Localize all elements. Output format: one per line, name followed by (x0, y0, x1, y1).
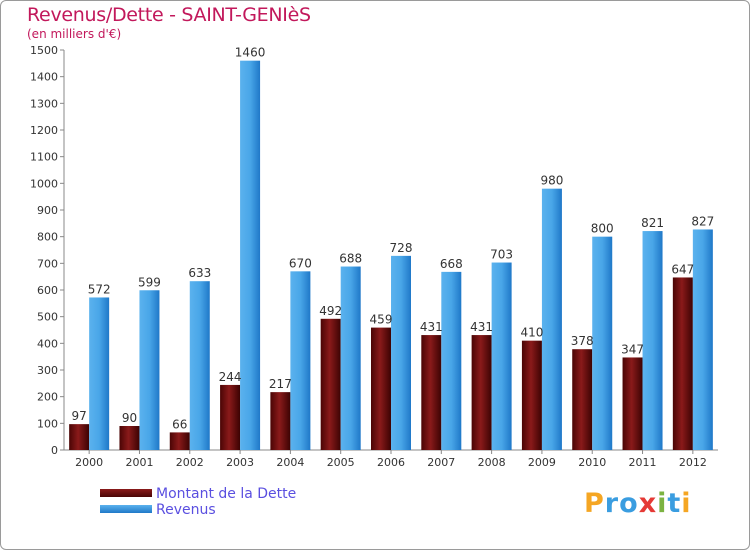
y-tick-label: 200 (37, 391, 58, 404)
x-tick-label: 2000 (75, 456, 103, 469)
data-label-revenue: 827 (691, 214, 714, 228)
y-tick-label: 700 (37, 257, 58, 270)
bar-debt (572, 349, 593, 450)
y-tick-label: 1000 (30, 177, 58, 190)
bar-revenue (189, 281, 210, 450)
bar-debt (471, 335, 492, 450)
data-label-revenue: 572 (88, 282, 111, 296)
x-tick-label: 2005 (327, 456, 355, 469)
data-label-revenue: 728 (390, 241, 413, 255)
data-label-debt: 66 (172, 417, 187, 431)
x-tick-label: 2009 (528, 456, 556, 469)
bar-debt (421, 335, 442, 450)
data-label-revenue: 688 (339, 252, 362, 266)
data-label-debt: 97 (72, 409, 87, 423)
x-tick-label: 2001 (125, 456, 153, 469)
data-label-revenue: 821 (641, 216, 664, 230)
proxiti-logo: Proxiti (584, 488, 692, 519)
bar-revenue (592, 236, 613, 450)
y-tick-label: 1300 (30, 97, 58, 110)
bar-debt (270, 392, 291, 450)
bar-revenue (692, 229, 713, 450)
data-label-debt: 347 (621, 342, 644, 356)
bar-revenue (340, 266, 361, 450)
y-tick-label: 1100 (30, 151, 58, 164)
bar-debt (69, 424, 90, 450)
data-label-debt: 647 (671, 262, 694, 276)
x-tick-label: 2004 (276, 456, 304, 469)
legend-swatch-revenue (100, 505, 152, 513)
x-tick-label: 2002 (176, 456, 204, 469)
y-tick-label: 800 (37, 231, 58, 244)
bar-revenue (491, 262, 512, 450)
y-tick-label: 1200 (30, 124, 58, 137)
legend-swatch-debt (100, 489, 152, 497)
bar-revenue (391, 255, 411, 450)
logo-letter: x (638, 488, 658, 519)
chart-title: Revenus/Dette - SAINT-GENIèS (27, 4, 311, 26)
bar-debt (672, 277, 693, 450)
logo-letter: t (667, 488, 682, 519)
y-tick-label: 1500 (30, 44, 58, 57)
data-label-debt: 90 (122, 411, 137, 425)
logo-letter: i (681, 488, 692, 519)
data-label-revenue: 599 (138, 275, 161, 289)
y-tick-label: 400 (37, 337, 58, 350)
data-label-debt: 459 (370, 313, 393, 327)
logo-letter: o (619, 488, 639, 519)
legend-label-debt: Montant de la Dette (156, 486, 297, 502)
x-tick-label: 2007 (427, 456, 455, 469)
bar-revenue (89, 297, 110, 450)
x-tick-label: 2012 (679, 456, 707, 469)
y-tick-label: 600 (37, 284, 58, 297)
bar-revenue (642, 231, 663, 450)
bar-debt (220, 384, 241, 450)
data-label-debt: 410 (520, 326, 543, 340)
data-label-debt: 378 (571, 334, 594, 348)
legend-label-revenue: Revenus (156, 502, 216, 518)
bar-revenue (441, 271, 462, 450)
bar-debt (371, 327, 391, 450)
y-tick-label: 900 (37, 204, 58, 217)
y-tick-label: 300 (37, 364, 58, 377)
x-tick-label: 2008 (478, 456, 506, 469)
data-label-debt: 431 (470, 320, 493, 334)
bar-debt (622, 357, 643, 450)
data-label-debt: 244 (219, 370, 242, 384)
bar-revenue (139, 290, 160, 450)
y-tick-label: 0 (51, 444, 58, 457)
x-tick-label: 2010 (578, 456, 606, 469)
logo-letter: i (657, 488, 668, 519)
data-label-revenue: 980 (540, 174, 563, 188)
x-tick-label: 2006 (377, 456, 405, 469)
y-tick-label: 500 (37, 311, 58, 324)
logo-letter: r (604, 488, 620, 519)
y-tick-label: 1400 (30, 71, 58, 84)
bar-debt (169, 432, 190, 450)
data-label-debt: 431 (420, 320, 443, 334)
data-label-revenue: 633 (188, 266, 211, 280)
y-tick-label: 100 (37, 417, 58, 430)
bar-debt (119, 426, 140, 450)
bar-debt (320, 318, 341, 450)
x-tick-label: 2011 (629, 456, 657, 469)
data-label-revenue: 668 (440, 257, 463, 271)
data-label-revenue: 800 (591, 222, 614, 236)
bar-debt (521, 340, 542, 450)
chart-subtitle: (en milliers d'€) (27, 27, 122, 41)
bar-revenue (290, 271, 311, 450)
data-label-revenue: 670 (289, 256, 312, 270)
logo-letter: P (584, 488, 605, 519)
x-tick-label: 2003 (226, 456, 254, 469)
bar-revenue (240, 60, 261, 451)
data-label-debt: 492 (319, 304, 342, 318)
data-label-revenue: 703 (490, 248, 513, 262)
data-label-debt: 217 (269, 377, 292, 391)
data-label-revenue: 1460 (235, 46, 266, 60)
bar-revenue (541, 188, 562, 450)
